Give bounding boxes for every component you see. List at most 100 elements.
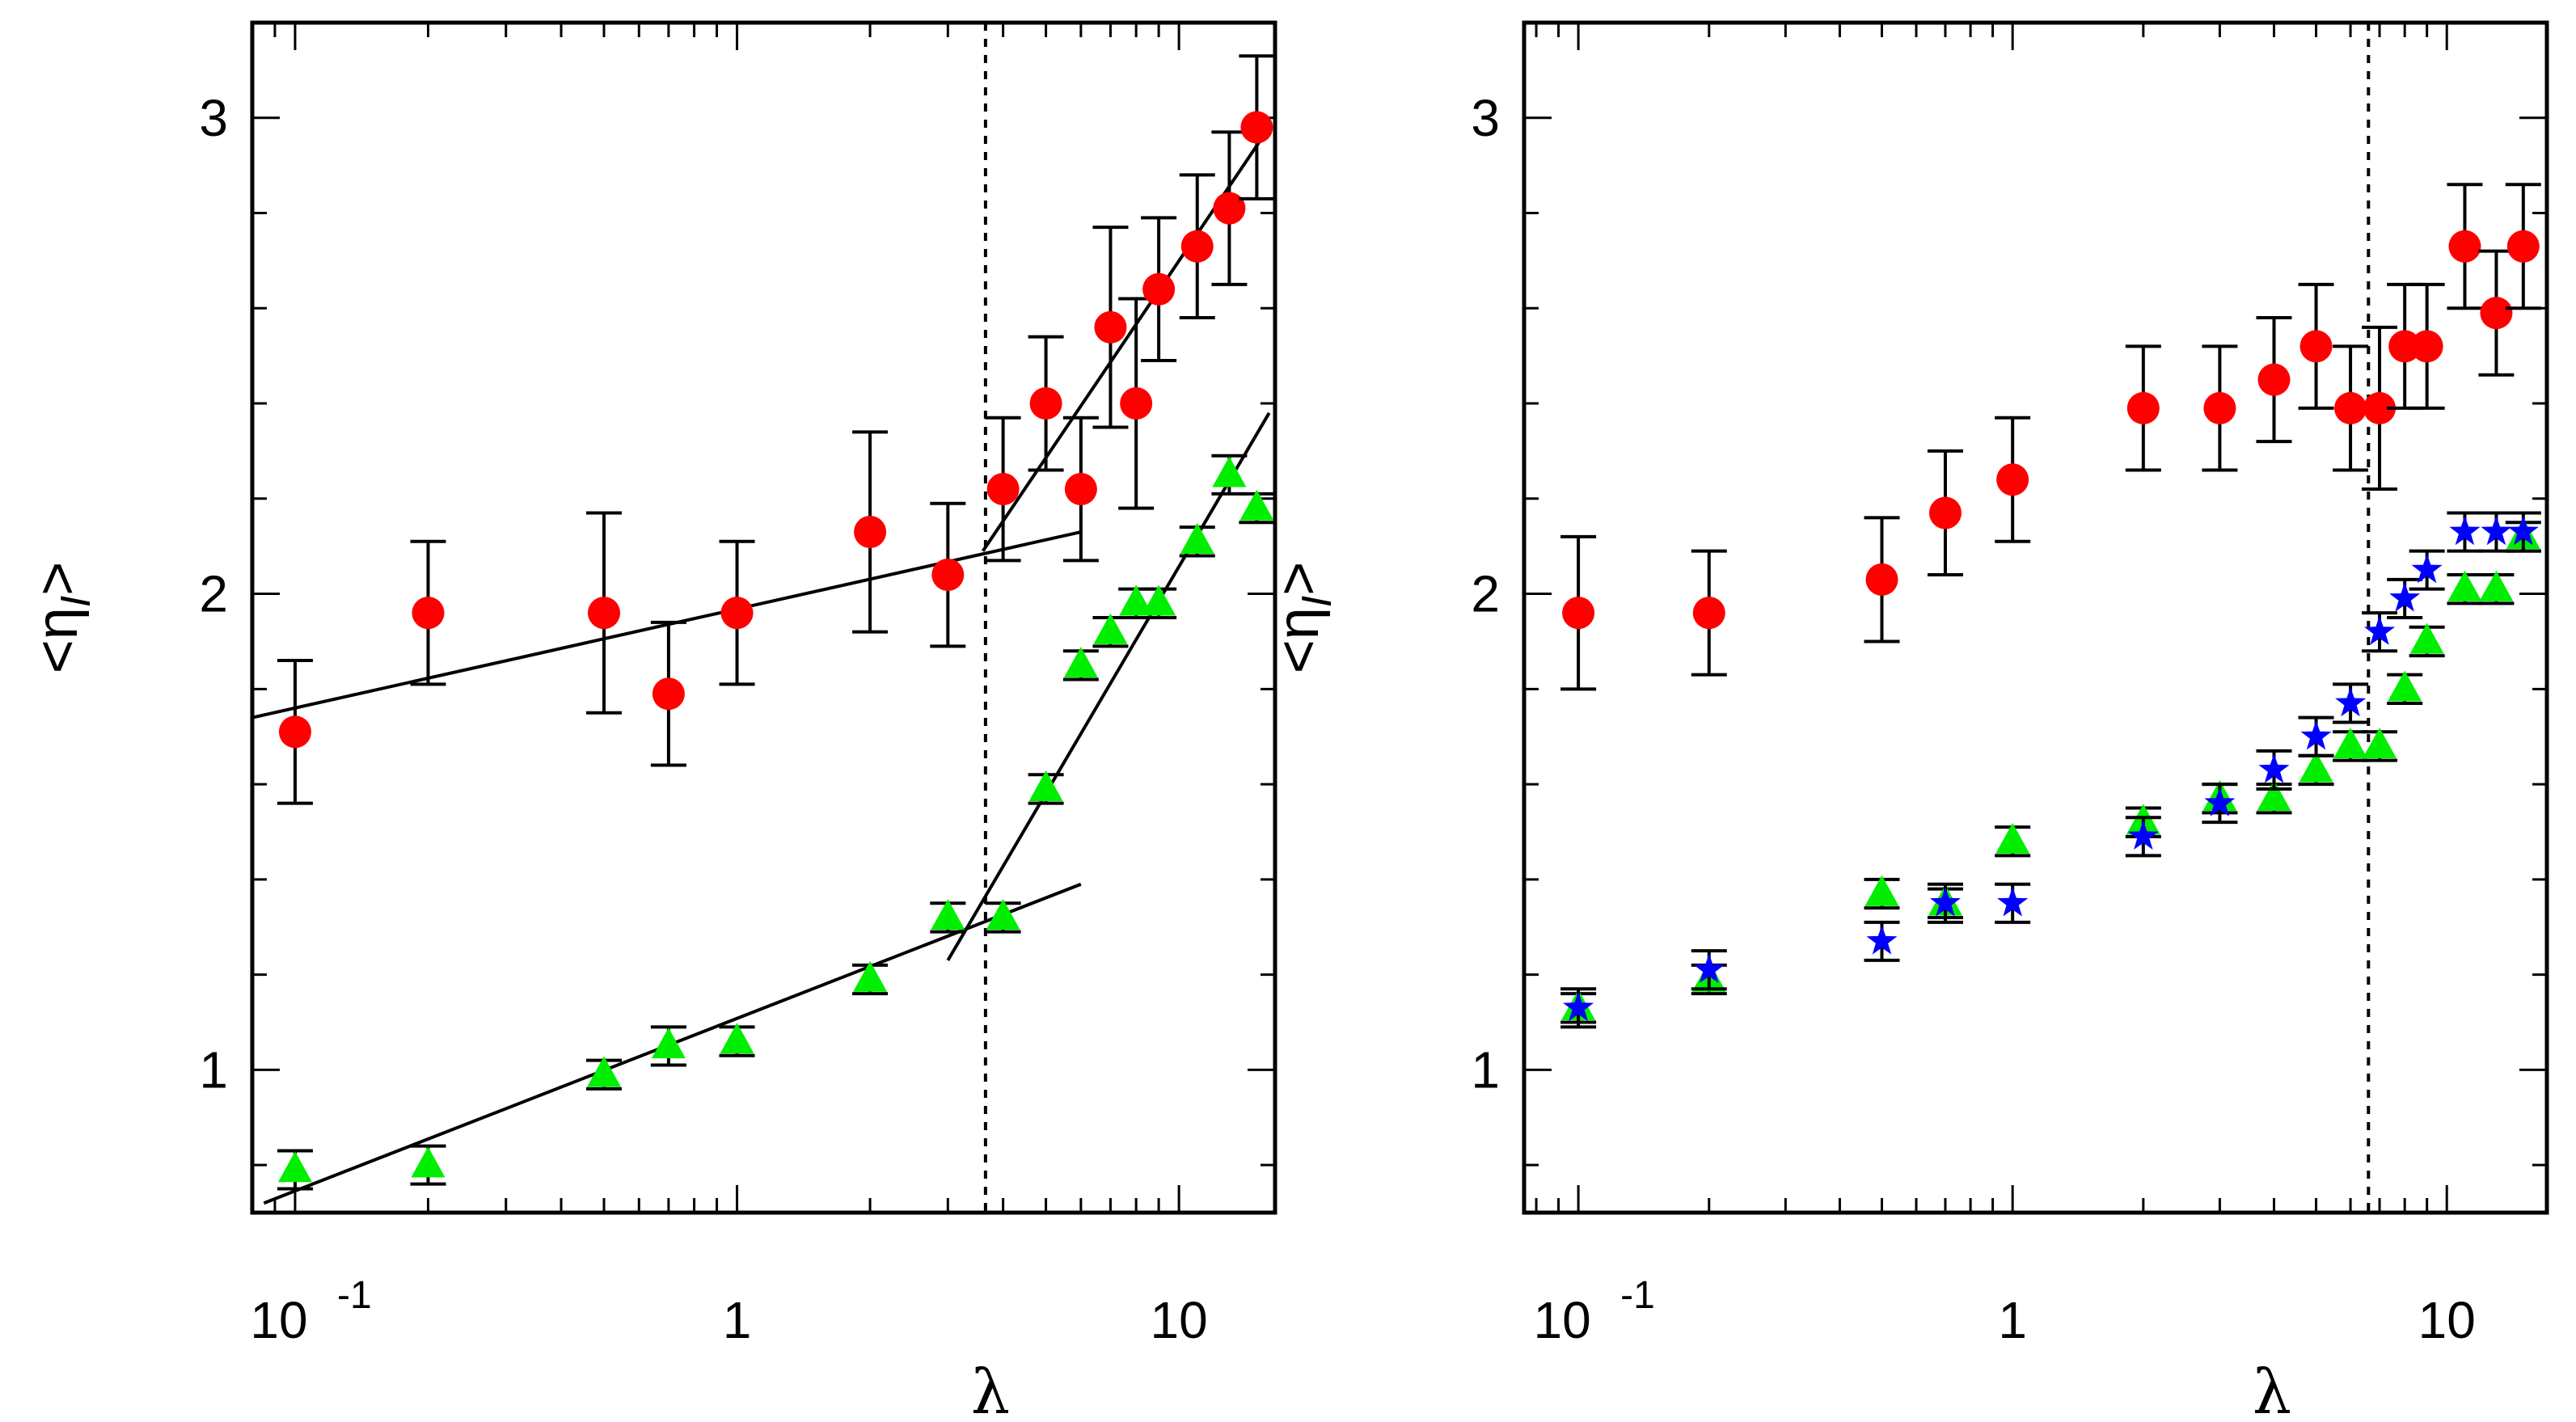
y-tick-label: 2 [199, 565, 228, 623]
data-point-triangle [1212, 456, 1247, 487]
data-point-circle [2257, 363, 2291, 396]
fit-lines [252, 126, 1271, 1205]
data-point-triangle [2388, 670, 2422, 702]
data-point-triangle [931, 899, 965, 930]
plot-frame [1522, 20, 2549, 1215]
data-point-circle [1064, 473, 1097, 506]
data-point-circle [588, 597, 621, 630]
data-point-triangle [2333, 728, 2368, 759]
y-axis-label: <ηI> [1266, 562, 1341, 674]
data-point-star [2507, 516, 2539, 546]
data-point-star [2204, 787, 2236, 816]
data-point-triangle [277, 1151, 312, 1183]
y-tick-label: 1 [199, 1040, 228, 1099]
data-point-star [1930, 887, 1961, 917]
data-point-circle [986, 473, 1020, 506]
data-point-circle [720, 597, 754, 630]
data-point-star [2335, 687, 2367, 717]
data-point-circle [1094, 310, 1127, 344]
data-point-star [2127, 820, 2159, 850]
x-tick-label: 1 [1998, 1291, 2027, 1349]
data-point-star [1693, 953, 1725, 983]
data-point-circle [1562, 597, 1595, 630]
data-point-triangle [2257, 779, 2291, 811]
data-point-triangle [986, 899, 1020, 930]
data-point-triangle [2363, 728, 2397, 759]
data-point-circle [1180, 230, 1214, 263]
data-point-triangle [1093, 613, 1128, 644]
data-point-triangle [2447, 570, 2482, 601]
x-tick-label: 10 [250, 1291, 307, 1349]
data-point-triangle [651, 1027, 686, 1059]
data-point-star [2364, 615, 2396, 645]
data-point-triangle [1239, 489, 1274, 521]
data-point-star [1866, 925, 1898, 955]
series-circles [1560, 183, 2541, 691]
x-tick-exponent: -1 [337, 1274, 372, 1317]
data-point-circle [1029, 387, 1062, 420]
x-tick-exponent: -1 [1620, 1274, 1655, 1317]
data-point-circle [2363, 391, 2397, 424]
x-axis-label: λ [971, 1356, 1010, 1422]
data-point-triangle [1028, 770, 1063, 802]
data-point-star [1563, 991, 1594, 1021]
data-point-circle [2506, 230, 2540, 263]
data-point-star [2481, 516, 2512, 546]
data-point-triangle [1995, 822, 2030, 854]
data-point-triangle [587, 1056, 622, 1087]
data-point-star [2389, 582, 2421, 612]
data-point-triangle [2409, 622, 2444, 654]
data-point-triangle [1180, 522, 1214, 554]
data-point-circle [1996, 463, 2029, 496]
data-point-circle [2126, 391, 2160, 424]
data-point-circle [1692, 597, 1725, 630]
data-point-triangle [1864, 875, 1899, 906]
data-point-triangle [1142, 584, 1176, 616]
x-axis-label: λ [2253, 1356, 2291, 1422]
x-tick-label: 1 [723, 1291, 752, 1349]
data-point-circle [1142, 272, 1176, 306]
data-point-circle [1213, 192, 1246, 225]
data-point-star [2300, 720, 2332, 750]
data-point-circle [278, 715, 311, 749]
data-point-circle [931, 559, 965, 592]
right-panel: 1 2 3 10 -1 1 10 λ <ηI> [1266, 20, 2549, 1422]
series-triangles [277, 454, 1275, 1191]
fit-line [946, 411, 1271, 961]
data-point-circle [2388, 330, 2422, 363]
y-tick-label: 2 [1471, 565, 1500, 623]
data-point-triangle [853, 960, 888, 992]
data-point-circle [412, 597, 445, 630]
x-tick-label: 10 [2418, 1291, 2476, 1349]
data-point-triangle [2299, 751, 2333, 783]
data-point-triangle [720, 1023, 754, 1054]
y-tick-label: 3 [199, 89, 228, 147]
data-point-circle [2299, 330, 2333, 363]
data-point-circle [652, 677, 685, 711]
plot-frame [250, 20, 1277, 1215]
data-point-circle [2448, 230, 2481, 263]
data-point-circle [1865, 563, 1898, 596]
data-point-triangle [2479, 570, 2514, 601]
left-panel: 1 2 3 10 -1 1 10 λ <ηI> [25, 20, 1277, 1422]
data-point-circle [1928, 496, 1962, 530]
data-point-circle [1240, 111, 1273, 144]
data-point-star [2258, 753, 2290, 783]
data-point-circle [2410, 330, 2443, 363]
series-circles [277, 54, 1275, 805]
data-point-star [2449, 516, 2481, 546]
data-point-circle [2203, 391, 2236, 424]
data-point-circle [1120, 387, 1153, 420]
x-tick-label: 10 [1151, 1291, 1208, 1349]
data-point-circle [2480, 297, 2513, 330]
data-point-triangle [1119, 584, 1154, 616]
data-point-circle [854, 516, 887, 549]
data-point-star [1997, 887, 2029, 917]
data-point-triangle [411, 1146, 446, 1178]
data-point-circle [2334, 391, 2367, 424]
data-point-triangle [1063, 647, 1098, 678]
x-tick-label: 10 [1534, 1291, 1591, 1349]
y-tick-label: 3 [1471, 89, 1500, 147]
y-axis-label: <ηI> [25, 562, 99, 674]
